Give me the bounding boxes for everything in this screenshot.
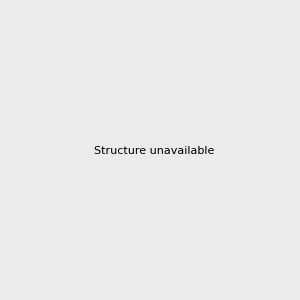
Text: Structure unavailable: Structure unavailable bbox=[94, 146, 214, 157]
